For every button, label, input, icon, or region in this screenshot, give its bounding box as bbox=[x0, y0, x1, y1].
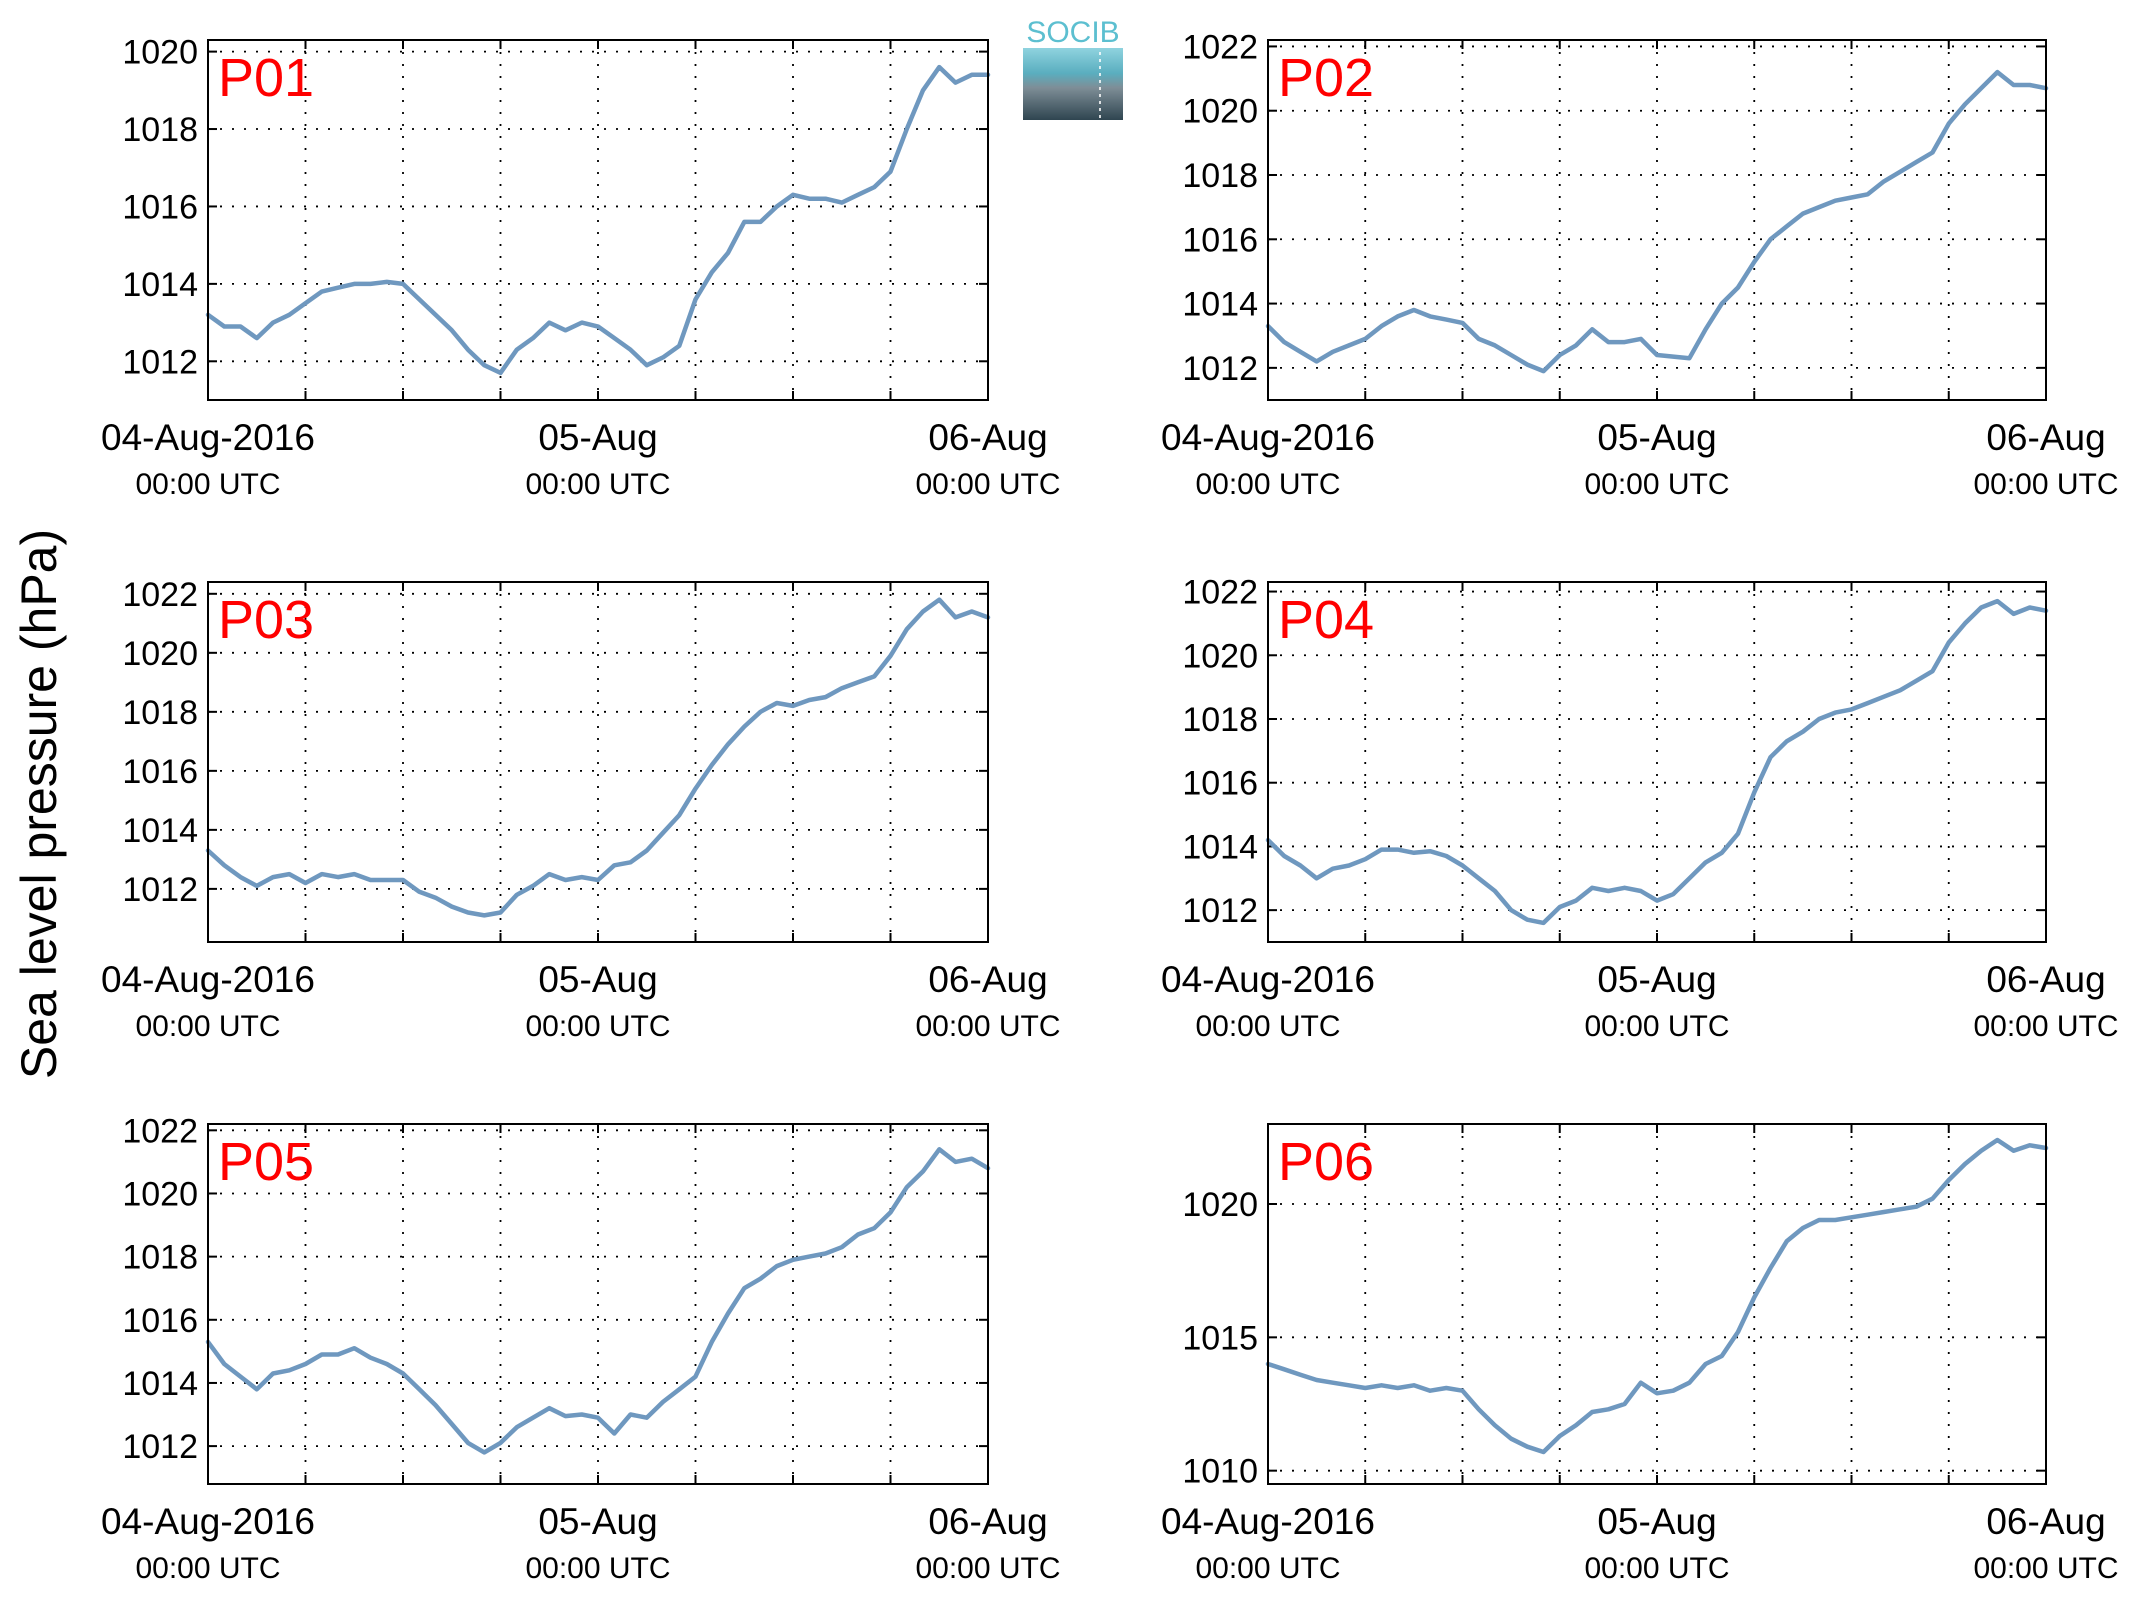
x-tick-label-date: 04-Aug-2016 bbox=[1161, 959, 1375, 1000]
y-tick-label: 1016 bbox=[122, 188, 198, 226]
plot-frame bbox=[207, 39, 989, 401]
panel-title-p04: P04 bbox=[1278, 590, 1374, 650]
panel-p02: 1012 1014 1016 1018 1020 1022 04-Aug-2016 00:00… bbox=[1161, 28, 2119, 501]
x-tick-label-date: 04-Aug-2016 bbox=[101, 417, 315, 458]
y-tick-label: 1020 bbox=[122, 34, 198, 72]
plot-frame bbox=[207, 581, 989, 943]
y-tick-label: 1020 bbox=[122, 635, 198, 673]
y-tick-label: 1014 bbox=[122, 266, 198, 304]
y-tick-label: 1018 bbox=[1182, 157, 1258, 195]
y-tick-label: 1018 bbox=[122, 694, 198, 732]
x-tick-label-time: 00:00 UTC bbox=[525, 1010, 670, 1043]
panel-p04: 1012 1014 1016 1018 1020 1022 04-Aug-2016 00:00… bbox=[1161, 574, 2119, 1043]
x-tick-label-date: 05-Aug bbox=[1597, 959, 1716, 1000]
y-tick-label: 1020 bbox=[122, 1175, 198, 1213]
x-tick-label-date: 06-Aug bbox=[1986, 959, 2105, 1000]
x-tick-label-time: 00:00 UTC bbox=[915, 468, 1060, 501]
y-tick-label: 1014 bbox=[1182, 828, 1258, 866]
panels: 1012 1014 1016 1018 1020 04-Aug-2016 00:00 UTC… bbox=[101, 28, 2119, 1585]
socib-logo: SOCIB bbox=[1023, 16, 1123, 120]
y-tick-label: 1010 bbox=[1182, 1453, 1258, 1491]
x-tick-label-time: 00:00 UTC bbox=[1195, 468, 1340, 501]
x-tick-label-time: 00:00 UTC bbox=[1584, 1010, 1729, 1043]
x-tick-label-time: 00:00 UTC bbox=[1973, 1010, 2118, 1043]
y-tick-label: 1022 bbox=[122, 576, 198, 614]
x-tick-label-date: 06-Aug bbox=[928, 959, 1047, 1000]
x-tick-label-time: 00:00 UTC bbox=[1973, 468, 2118, 501]
plot-frame bbox=[207, 1123, 989, 1485]
y-tick-label: 1014 bbox=[1182, 286, 1258, 324]
socib-logo-icon bbox=[1023, 48, 1123, 120]
x-tick-label-date: 04-Aug-2016 bbox=[1161, 417, 1375, 458]
y-tick-label: 1022 bbox=[122, 1112, 198, 1150]
y-axis-label: Sea level pressure (hPa) bbox=[11, 529, 67, 1079]
panel-p05: 1012 1014 1016 1018 1020 1022 04-Aug-2016 00:00… bbox=[101, 1112, 1061, 1585]
x-tick-label-date: 04-Aug-2016 bbox=[101, 959, 315, 1000]
y-tick-label: 1016 bbox=[122, 1302, 198, 1340]
y-tick-label: 1018 bbox=[122, 1239, 198, 1277]
x-tick-label-time: 00:00 UTC bbox=[1195, 1552, 1340, 1585]
x-tick-label-time: 00:00 UTC bbox=[135, 1552, 280, 1585]
x-tick-label-date: 06-Aug bbox=[1986, 1501, 2105, 1542]
y-tick-label: 1014 bbox=[122, 812, 198, 850]
y-tick-label: 1020 bbox=[1182, 93, 1258, 131]
series-line-p06 bbox=[1265, 1137, 2049, 1455]
panel-title-p05: P05 bbox=[218, 1132, 314, 1192]
y-tick-label: 1012 bbox=[122, 871, 198, 909]
plot-frame bbox=[1267, 1123, 2047, 1485]
y-tick-label: 1016 bbox=[1182, 765, 1258, 803]
x-tick-label-date: 05-Aug bbox=[538, 1501, 657, 1542]
series-line-p03 bbox=[205, 597, 991, 918]
plot-frame bbox=[1267, 581, 2047, 943]
y-tick-label: 1016 bbox=[122, 753, 198, 791]
panel-title-p06: P06 bbox=[1278, 1132, 1374, 1192]
y-tick-label: 1018 bbox=[122, 111, 198, 149]
x-tick-label-date: 05-Aug bbox=[1597, 417, 1716, 458]
x-tick-label-date: 05-Aug bbox=[1597, 1501, 1716, 1542]
x-tick-label-time: 00:00 UTC bbox=[1584, 468, 1729, 501]
y-tick-label: 1012 bbox=[1182, 892, 1258, 930]
x-tick-label-date: 04-Aug-2016 bbox=[1161, 1501, 1375, 1542]
x-tick-label-time: 00:00 UTC bbox=[525, 1552, 670, 1585]
panel-p03: 1012 1014 1016 1018 1020 1022 04-Aug-2016 00:00… bbox=[101, 576, 1061, 1043]
x-tick-label-date: 06-Aug bbox=[1986, 417, 2105, 458]
x-tick-label-time: 00:00 UTC bbox=[1195, 1010, 1340, 1043]
y-tick-label: 1022 bbox=[1182, 28, 1258, 66]
series-line-p02 bbox=[1265, 69, 2049, 374]
y-tick-label: 1018 bbox=[1182, 701, 1258, 739]
y-tick-label: 1014 bbox=[122, 1365, 198, 1403]
x-tick-label-time: 00:00 UTC bbox=[915, 1552, 1060, 1585]
y-tick-label: 1012 bbox=[122, 343, 198, 381]
y-tick-label: 1022 bbox=[1182, 574, 1258, 612]
x-tick-label-date: 06-Aug bbox=[928, 1501, 1047, 1542]
panel-p06: 1010 1015 1020 04-Aug-2016 00:00 UTC 05-Aug 00… bbox=[1161, 1123, 2119, 1585]
y-tick-label: 1012 bbox=[122, 1428, 198, 1466]
panel-title-p02: P02 bbox=[1278, 48, 1374, 108]
panel-title-p01: P01 bbox=[218, 48, 314, 108]
y-tick-label: 1020 bbox=[1182, 637, 1258, 675]
panel-p01: 1012 1014 1016 1018 1020 04-Aug-2016 00:00 UTC… bbox=[101, 34, 1061, 501]
y-tick-label: 1012 bbox=[1182, 350, 1258, 388]
x-tick-label-date: 04-Aug-2016 bbox=[101, 1501, 315, 1542]
x-tick-label-date: 06-Aug bbox=[928, 417, 1047, 458]
x-tick-label-time: 00:00 UTC bbox=[525, 468, 670, 501]
plot-frame bbox=[1267, 39, 2047, 401]
x-tick-label-time: 00:00 UTC bbox=[135, 1010, 280, 1043]
series-line-p01 bbox=[205, 64, 991, 376]
x-tick-label-date: 05-Aug bbox=[538, 959, 657, 1000]
y-tick-label: 1016 bbox=[1182, 221, 1258, 259]
series-line-p04 bbox=[1265, 598, 2049, 926]
panel-title-p03: P03 bbox=[218, 590, 314, 650]
series-line-p05 bbox=[205, 1147, 991, 1455]
y-tick-label: 1015 bbox=[1182, 1319, 1258, 1357]
y-tick-label: 1020 bbox=[1182, 1186, 1258, 1224]
x-tick-label-time: 00:00 UTC bbox=[1584, 1552, 1729, 1585]
x-tick-label-time: 00:00 UTC bbox=[135, 468, 280, 501]
x-tick-label-date: 05-Aug bbox=[538, 417, 657, 458]
x-tick-label-time: 00:00 UTC bbox=[1973, 1552, 2118, 1585]
x-tick-label-time: 00:00 UTC bbox=[915, 1010, 1060, 1043]
socib-logo-text: SOCIB bbox=[1026, 16, 1119, 49]
